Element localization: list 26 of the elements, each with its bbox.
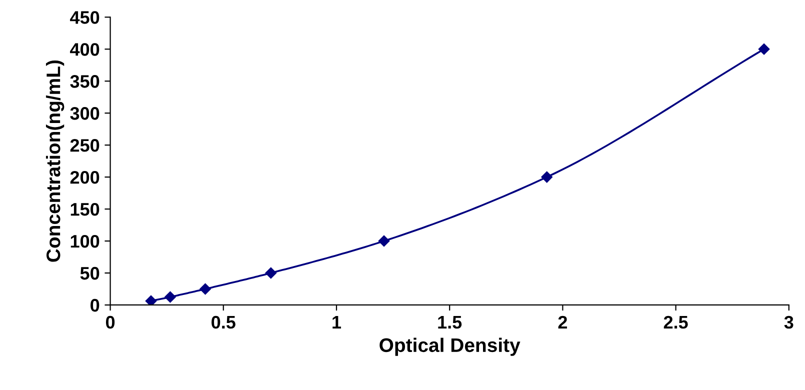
- y-tick-label: 300: [70, 107, 100, 120]
- x-tick-label: 0: [106, 316, 115, 329]
- x-tick-label: 2.5: [664, 316, 688, 329]
- y-tick-label: 350: [70, 75, 100, 88]
- point: [265, 267, 276, 279]
- point: [145, 295, 157, 305]
- y-tick-label: 50: [80, 266, 100, 280]
- point: [200, 283, 211, 295]
- y-axis-title: Concentration(ng/mL): [46, 60, 64, 262]
- y-tick-label: 400: [70, 43, 100, 56]
- point: [541, 171, 552, 183]
- x-tick-label: 3: [784, 316, 794, 329]
- y-tick-label: 200: [70, 170, 100, 184]
- point: [378, 235, 390, 247]
- y-tick-label: 150: [70, 202, 100, 216]
- x-tick-label: 1.5: [438, 316, 462, 329]
- y-tick-label: 250: [70, 139, 100, 152]
- point: [164, 291, 176, 303]
- x-tick-label: 0.5: [212, 316, 236, 329]
- x-tick-label: 2: [558, 316, 567, 328]
- y-tick-label: 100: [70, 234, 100, 248]
- x-tick-label: 1: [332, 316, 342, 328]
- y-tick-label: 450: [70, 11, 100, 24]
- point: [758, 44, 770, 55]
- y-tick-label: 0: [90, 298, 100, 312]
- x-axis-title: Optical Density: [380, 338, 520, 356]
